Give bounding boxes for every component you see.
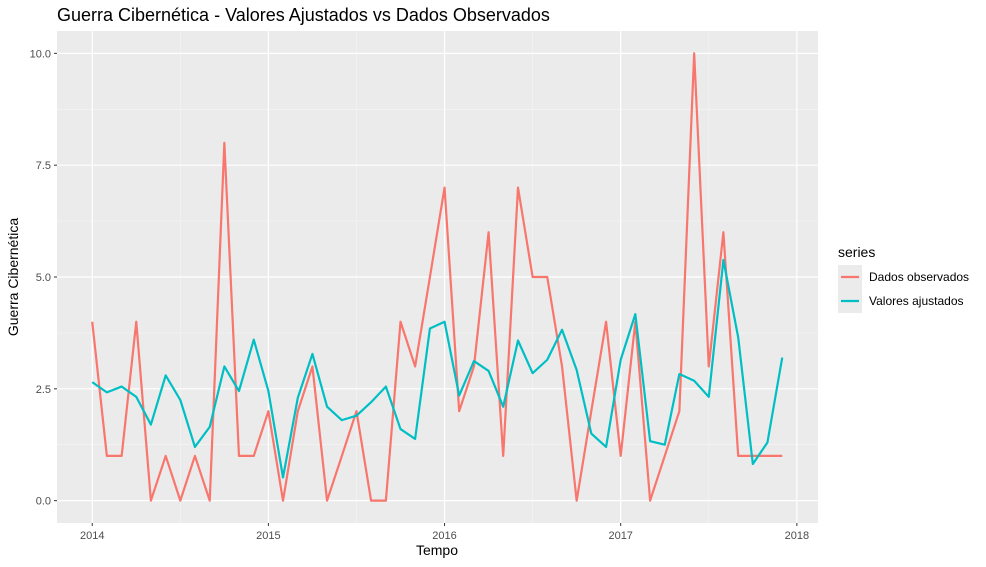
- y-tick-label: 10.0: [30, 48, 51, 60]
- y-tick-label: 5.0: [36, 272, 51, 284]
- x-tick-label: 2016: [432, 530, 456, 542]
- x-tick-label: 2014: [80, 530, 104, 542]
- major-gridlines: [57, 31, 818, 523]
- chart-title: Guerra Cibernética - Valores Ajustados v…: [57, 5, 550, 25]
- y-tick-label: 0.0: [36, 496, 51, 508]
- y-tick-label: 7.5: [36, 160, 51, 172]
- legend-title: series: [838, 244, 875, 260]
- series-line-valores-ajustados: [91, 258, 784, 479]
- legend: series Dados observados Valores ajustados: [838, 244, 969, 313]
- y-axis: 0.0 2.5 5.0 7.5 10.0: [30, 48, 57, 508]
- legend-label: Dados observados: [869, 270, 969, 284]
- y-tick-label: 2.5: [36, 384, 51, 396]
- x-axis: 2014 2015 2016 2017 2018: [80, 523, 809, 542]
- x-axis-title: Tempo: [416, 542, 458, 558]
- legend-label: Valores ajustados: [869, 294, 964, 308]
- y-axis-title: Guerra Cibernética: [5, 218, 21, 336]
- series-lines: [91, 52, 784, 502]
- x-tick-label: 2018: [785, 530, 809, 542]
- x-tick-label: 2015: [256, 530, 280, 542]
- x-tick-label: 2017: [608, 530, 632, 542]
- series-line-dados-observados: [91, 52, 783, 502]
